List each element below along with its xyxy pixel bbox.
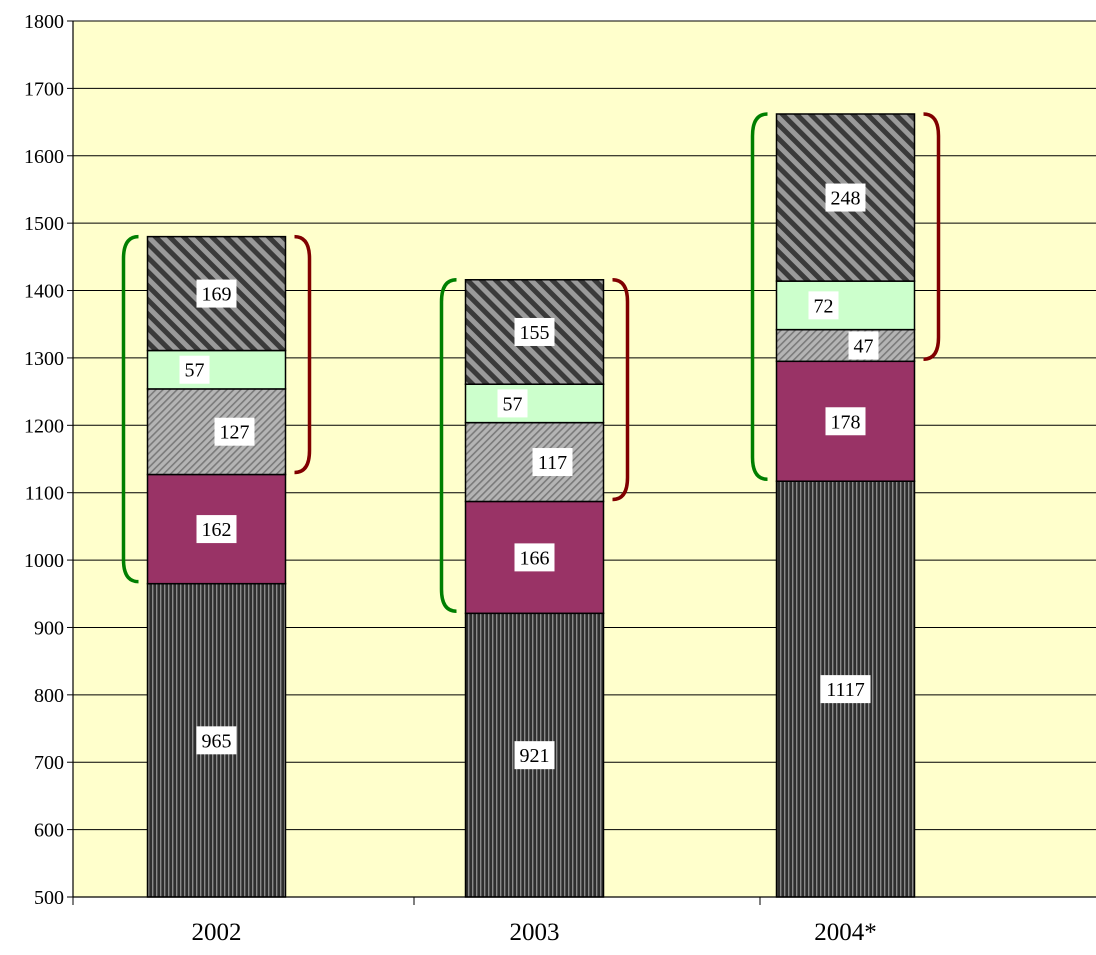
bracket-left bbox=[121, 234, 139, 584]
axes bbox=[72, 21, 1096, 905]
data-label-box bbox=[514, 741, 555, 770]
data-label-box bbox=[497, 389, 528, 418]
bar-segment-4-2004* bbox=[775, 280, 916, 331]
brackets bbox=[121, 112, 941, 614]
data-label-box bbox=[196, 279, 237, 308]
data-label: 72 bbox=[814, 295, 834, 317]
x-category-label: 2002 bbox=[192, 919, 242, 946]
y-tick-label: 1600 bbox=[24, 146, 64, 168]
data-label-box bbox=[196, 726, 237, 755]
data-label-box bbox=[179, 355, 210, 384]
data-label: 921 bbox=[520, 745, 550, 767]
data-label: 1117 bbox=[826, 679, 865, 701]
y-tick-label: 1300 bbox=[24, 348, 64, 370]
data-label-box bbox=[825, 183, 866, 212]
y-tick-label: 1100 bbox=[25, 483, 64, 505]
bar-segment-3-2004* bbox=[775, 328, 916, 363]
y-tick-label: 1500 bbox=[24, 213, 64, 235]
y-tick-label: 1400 bbox=[24, 281, 64, 303]
bracket-left bbox=[750, 112, 768, 481]
y-tick-label: 500 bbox=[34, 887, 64, 909]
y-tick-label: 1200 bbox=[24, 415, 64, 437]
y-tick-label: 700 bbox=[34, 752, 64, 774]
data-label-box bbox=[532, 448, 573, 477]
data-label: 57 bbox=[185, 360, 205, 382]
data-label: 178 bbox=[831, 411, 861, 433]
bar-segment-4-2003 bbox=[464, 383, 605, 424]
bracket-right bbox=[612, 278, 630, 502]
y-tick-label: 800 bbox=[34, 685, 64, 707]
data-label: 47 bbox=[854, 335, 874, 357]
x-axis-labels: 2002 2003 2004* bbox=[192, 919, 877, 946]
data-label: 169 bbox=[202, 284, 232, 306]
data-label: 248 bbox=[831, 188, 861, 210]
bracket-right bbox=[294, 234, 312, 475]
y-tick-label: 1000 bbox=[24, 550, 64, 572]
y-tick-label: 1700 bbox=[24, 78, 64, 100]
y-tick-label: 900 bbox=[34, 617, 64, 639]
data-label-box bbox=[214, 417, 255, 446]
bar-segment-5-2002 bbox=[146, 235, 287, 352]
y-axis-ticks: 500 600 700 800 900 1000 1100 1200 1300 1400 1500 1… bbox=[24, 11, 73, 909]
data-label: 162 bbox=[202, 519, 232, 541]
data-label: 166 bbox=[520, 547, 550, 569]
data-label: 117 bbox=[538, 452, 567, 474]
bar-segment-4-2002 bbox=[146, 349, 287, 390]
data-label-box bbox=[848, 331, 879, 360]
x-category-label: 2003 bbox=[510, 919, 560, 946]
y-tick-label: 1800 bbox=[24, 11, 64, 33]
data-label: 57 bbox=[503, 393, 523, 415]
data-label-box bbox=[808, 291, 839, 320]
bracket-right bbox=[923, 112, 941, 362]
data-label: 127 bbox=[220, 422, 250, 444]
data-label-box bbox=[514, 317, 555, 346]
data-label: 155 bbox=[520, 322, 550, 344]
x-category-label: 2004* bbox=[814, 919, 877, 946]
data-label: 965 bbox=[202, 730, 232, 752]
bars: 965 162 127 57 169 921 166 117 57 155 1117 178 47 72 2… bbox=[146, 113, 916, 898]
bracket-left bbox=[439, 278, 457, 614]
y-tick-label: 600 bbox=[34, 820, 64, 842]
data-label-box bbox=[825, 407, 866, 436]
data-label-box bbox=[514, 543, 555, 572]
data-label-box bbox=[196, 515, 237, 544]
data-label-box bbox=[820, 675, 871, 704]
